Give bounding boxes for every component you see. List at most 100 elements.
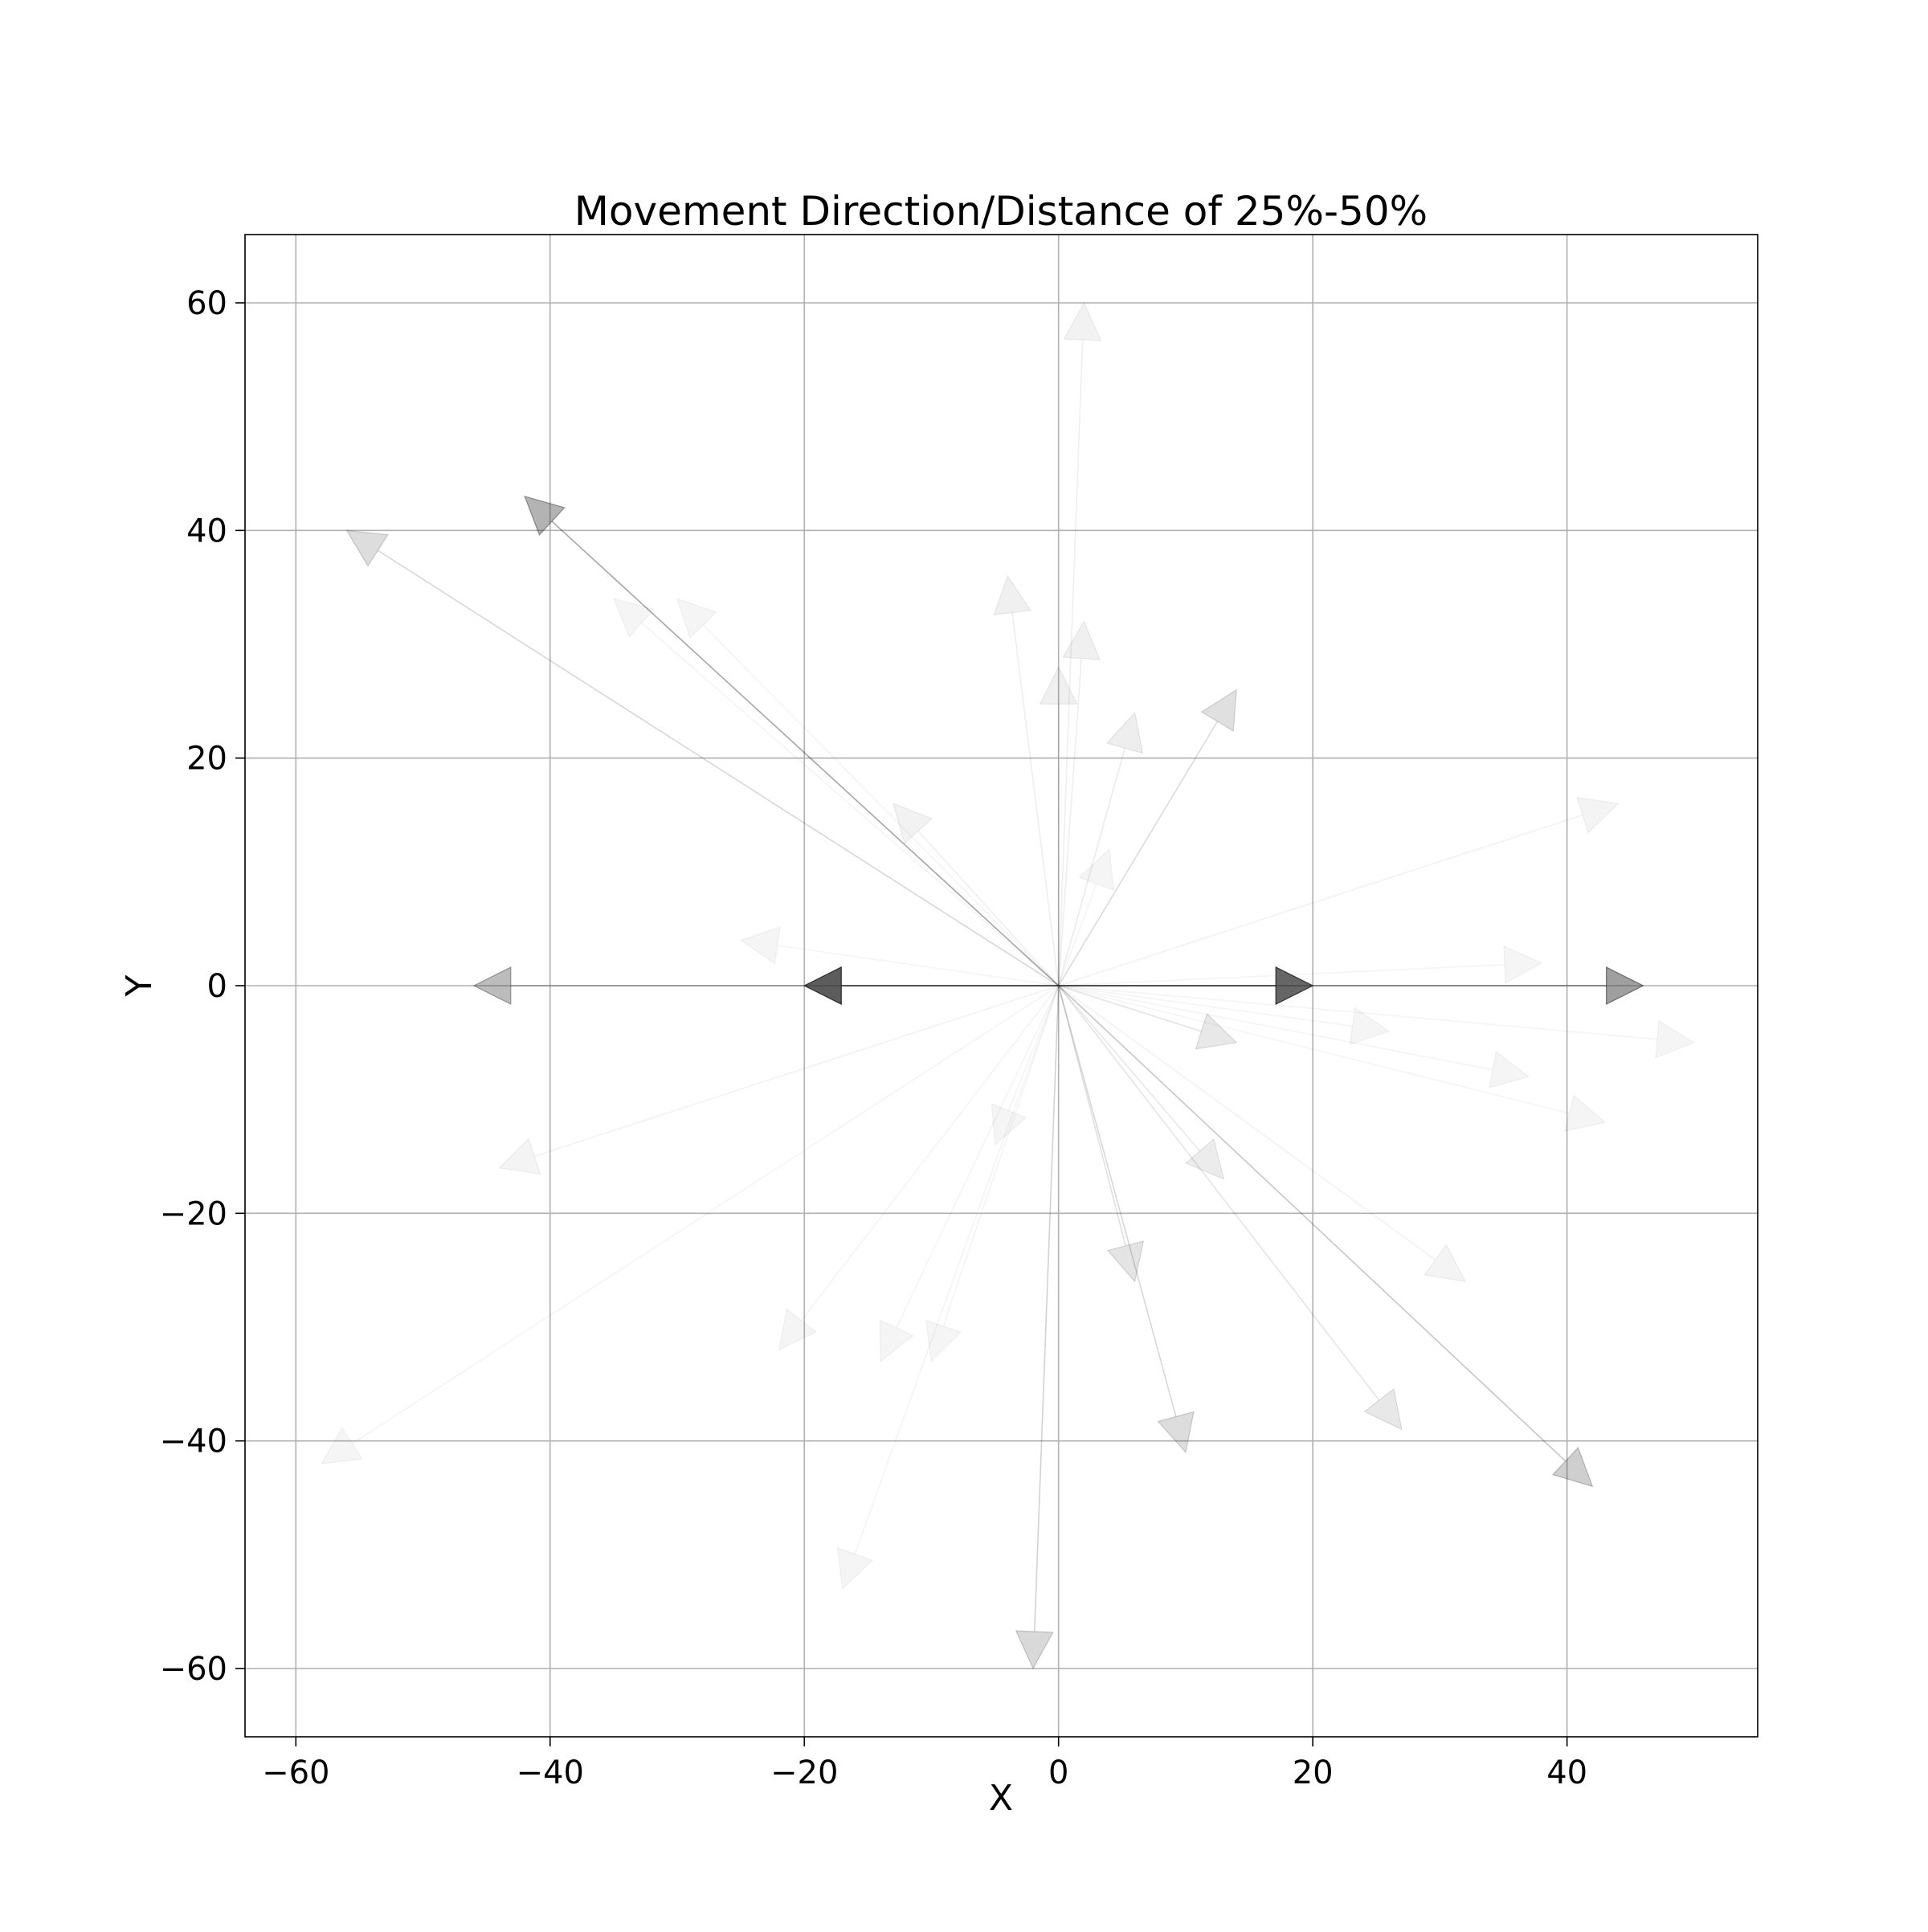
y-tick-label: −60 bbox=[160, 1651, 227, 1688]
arrow-shaft bbox=[1058, 721, 1219, 986]
arrow-head bbox=[778, 1308, 817, 1351]
movement-arrow bbox=[1058, 985, 1225, 1180]
arrow-shaft bbox=[800, 985, 1060, 1321]
vector-layer bbox=[320, 301, 1696, 1670]
movement-arrow bbox=[1057, 711, 1144, 986]
arrow-shaft bbox=[1058, 985, 1566, 1462]
arrow-head bbox=[1195, 1012, 1238, 1050]
arrow-shaft bbox=[533, 985, 1059, 1158]
arrow-head bbox=[1551, 1446, 1594, 1488]
arrow-head bbox=[1078, 848, 1115, 892]
movement-arrow bbox=[778, 985, 1060, 1351]
arrow-shaft bbox=[1057, 658, 1082, 986]
arrow-shaft bbox=[1057, 985, 1177, 1417]
arrow-shaft bbox=[641, 622, 1060, 986]
arrow-head bbox=[1349, 1007, 1391, 1046]
movement-arrow bbox=[893, 803, 1060, 986]
arrow-head bbox=[345, 529, 389, 567]
arrow-head bbox=[1157, 1411, 1195, 1454]
y-tick-label: 20 bbox=[186, 741, 227, 778]
movement-arrow bbox=[1058, 985, 1403, 1431]
arrow-shaft bbox=[777, 945, 1059, 986]
movement-arrow bbox=[1057, 301, 1102, 986]
movement-arrow bbox=[836, 985, 1060, 1591]
arrow-head bbox=[1576, 796, 1620, 834]
arrow-head bbox=[1275, 966, 1314, 1005]
movement-arrow bbox=[1058, 688, 1237, 986]
arrow-shaft bbox=[1058, 814, 1583, 986]
movement-arrow bbox=[1058, 985, 1530, 1089]
arrow-head bbox=[498, 1138, 541, 1175]
arrow-shaft bbox=[1058, 985, 1658, 1040]
arrow-shaft bbox=[1057, 883, 1097, 986]
arrow-head bbox=[676, 598, 717, 639]
arrow-head bbox=[1015, 1630, 1054, 1670]
x-axis-label: X bbox=[989, 1778, 1013, 1819]
arrow-shaft bbox=[1007, 985, 1060, 1111]
arrow-shaft bbox=[1058, 985, 1570, 1114]
arrow-shaft bbox=[1057, 985, 1126, 1246]
arrow-head bbox=[1564, 1094, 1607, 1132]
arrow-head bbox=[1363, 1387, 1403, 1431]
arrow-head bbox=[1184, 1138, 1225, 1180]
arrow-head bbox=[803, 966, 842, 1005]
arrow-shaft bbox=[702, 624, 1060, 986]
movement-arrow bbox=[1058, 966, 1314, 1005]
arrow-shaft bbox=[1058, 985, 1436, 1260]
arrow-shaft bbox=[1033, 985, 1060, 1632]
movement-arrow bbox=[320, 985, 1060, 1464]
arrow-head bbox=[320, 1427, 364, 1464]
arrow-head bbox=[1503, 945, 1543, 984]
y-axis-label: Y bbox=[119, 974, 160, 997]
arrow-head bbox=[1200, 688, 1237, 732]
arrow-head bbox=[1488, 1050, 1530, 1089]
arrow-head bbox=[1605, 966, 1644, 1005]
chart-title: Movement Direction/Distance of 25%-50% bbox=[574, 188, 1428, 235]
arrow-shaft bbox=[854, 985, 1060, 1554]
y-tick-label: 40 bbox=[186, 513, 227, 549]
arrow-shaft bbox=[1058, 985, 1380, 1401]
arrow-shaft bbox=[917, 830, 1060, 986]
movement-arrow bbox=[739, 926, 1059, 986]
movement-arrow bbox=[1057, 985, 1195, 1454]
arrow-head bbox=[993, 574, 1031, 616]
movement-arrow bbox=[803, 966, 1059, 1005]
arrow-shaft bbox=[551, 521, 1060, 986]
movement-arrow bbox=[345, 529, 1060, 986]
x-tick-label: −20 bbox=[770, 1754, 838, 1791]
movement-arrow bbox=[498, 985, 1059, 1175]
ticks: −60 −40 −20 0 20 40 −60 −40 −20 0 20 40 60 bbox=[160, 285, 1588, 1791]
movement-arrow bbox=[879, 985, 1060, 1362]
arrow-shaft bbox=[942, 985, 1060, 1327]
movement-arrow bbox=[1058, 985, 1607, 1132]
arrow-head bbox=[893, 803, 933, 844]
arrow-head bbox=[879, 1319, 914, 1362]
x-tick-label: −40 bbox=[517, 1754, 584, 1791]
arrow-head bbox=[739, 926, 781, 965]
arrow-head bbox=[991, 1103, 1027, 1146]
arrow-head bbox=[1039, 665, 1078, 705]
movement-arrow bbox=[524, 495, 1060, 986]
x-tick-label: −60 bbox=[262, 1754, 329, 1791]
movement-arrow bbox=[1015, 985, 1060, 1670]
x-tick-label: 40 bbox=[1546, 1754, 1587, 1791]
movement-arrow bbox=[1039, 665, 1078, 986]
arrow-head bbox=[836, 1546, 873, 1591]
y-tick-label: 0 bbox=[207, 968, 227, 1005]
arrow-shaft bbox=[1058, 985, 1201, 1152]
movement-arrow bbox=[925, 985, 1060, 1362]
movement-arrow bbox=[991, 985, 1060, 1146]
movement-arrow bbox=[1058, 796, 1620, 986]
movement-arrow bbox=[1058, 985, 1391, 1046]
arrow-head bbox=[1062, 620, 1101, 660]
arrow-shaft bbox=[1058, 985, 1493, 1071]
arrow-shaft bbox=[1057, 748, 1126, 986]
arrow-head bbox=[1655, 1019, 1696, 1059]
arrow-head bbox=[1106, 1240, 1145, 1283]
movement-arrow bbox=[1058, 985, 1467, 1283]
arrow-head bbox=[472, 966, 512, 1005]
y-tick-label: −20 bbox=[160, 1195, 227, 1232]
y-tick-label: 60 bbox=[186, 285, 227, 322]
